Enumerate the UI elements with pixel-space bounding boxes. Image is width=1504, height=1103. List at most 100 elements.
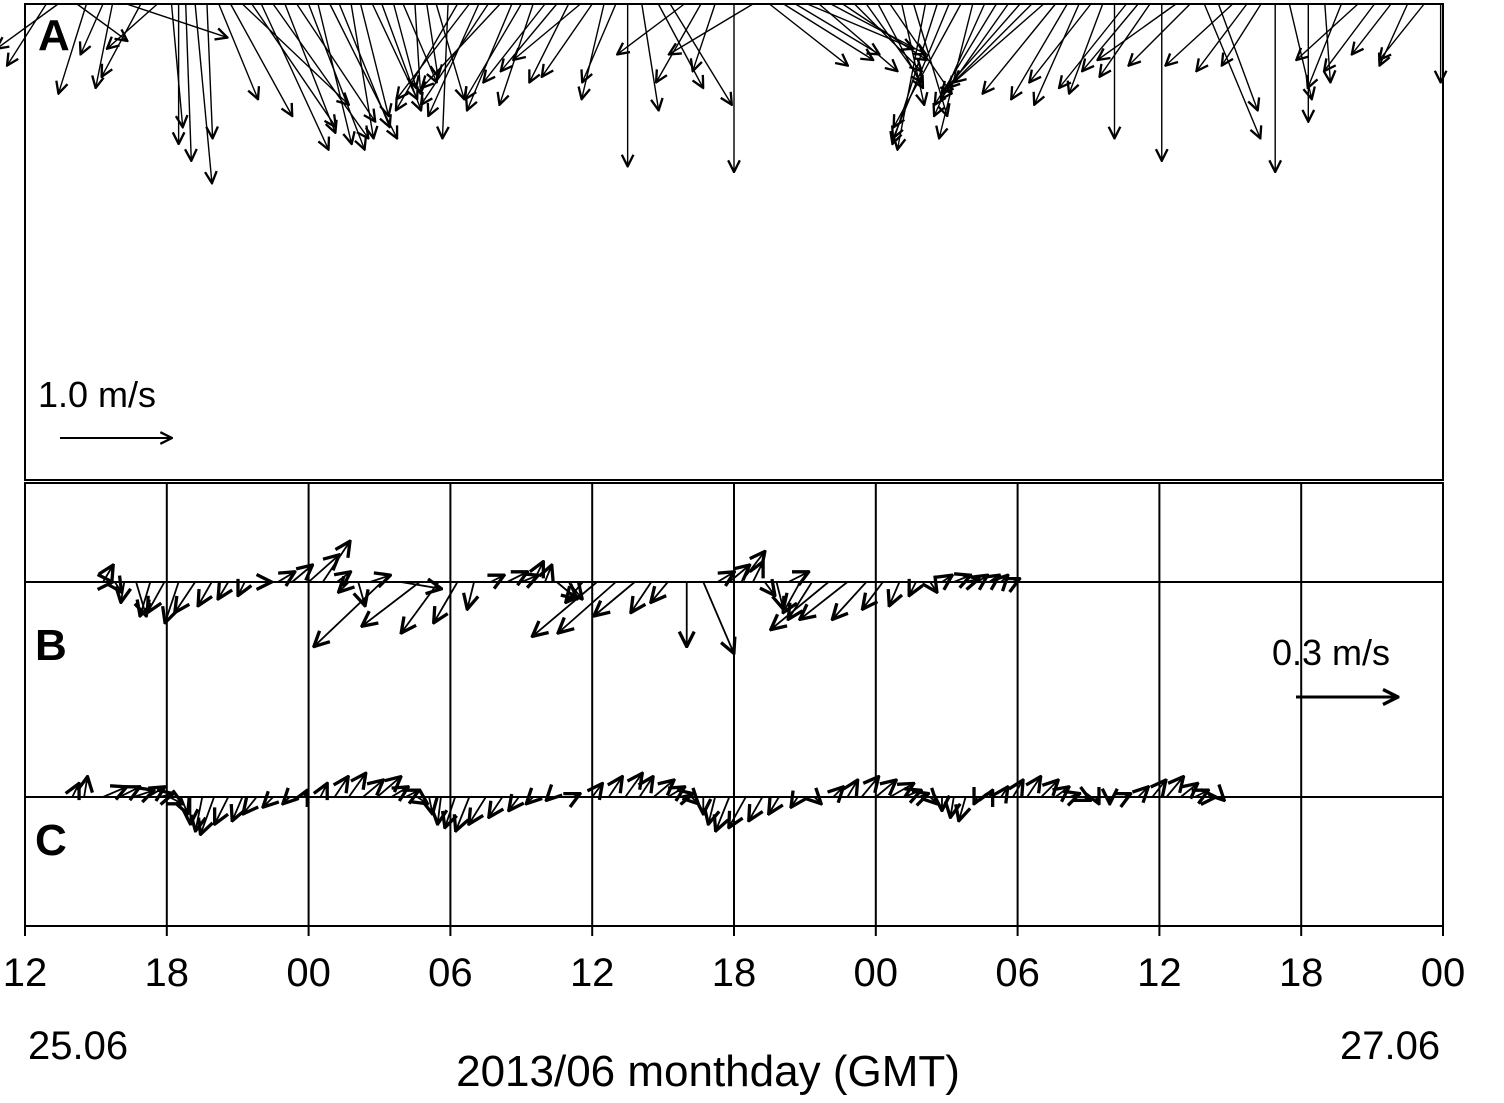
panel-c-vector	[592, 783, 602, 797]
panel-a-vector	[795, 3, 879, 54]
panel-a-vector	[669, 3, 732, 105]
panel-a-vector	[1196, 3, 1248, 71]
panel-b-vector	[942, 575, 952, 582]
panel-a-vector	[329, 3, 397, 138]
panel-c-vector	[335, 777, 349, 798]
panel-c-vector	[691, 797, 698, 804]
panel-c-vector	[526, 797, 533, 804]
x-tick-label: 06	[995, 951, 1040, 995]
panel-a-vector	[1069, 3, 1104, 94]
panel-b-vector	[277, 572, 295, 582]
panel-a-vector	[1308, 3, 1343, 88]
panel-a-vector	[617, 3, 685, 54]
panel-a-vector	[1059, 3, 1127, 88]
panel-a-vector	[1034, 3, 1080, 105]
panel-c-vector	[1152, 780, 1166, 798]
panel-b-vector	[308, 555, 340, 583]
panel-a-vector	[954, 3, 1045, 82]
panel-c-vector	[716, 796, 731, 831]
panel-a-vector	[96, 3, 114, 88]
panel-a-vector	[465, 3, 522, 99]
panel-a-vector	[1082, 3, 1139, 71]
panel-a-vector	[769, 3, 847, 66]
panel-a-vector	[194, 3, 212, 183]
panel-c-vector	[200, 796, 215, 834]
panel-b-vector	[238, 582, 245, 596]
panel-c-vector	[1013, 780, 1023, 798]
panel-b-vector	[566, 581, 584, 602]
panel-a-vector	[307, 3, 365, 150]
panel-a-vector	[402, 3, 437, 82]
panel-c-vector	[708, 796, 715, 824]
panel-b-vector	[702, 581, 734, 653]
panel-a-vector	[513, 3, 581, 60]
panel-b-vector	[337, 572, 351, 582]
panel-b-vector	[545, 565, 552, 583]
panel-c-vector	[1040, 780, 1058, 798]
panel-a-vector	[542, 3, 593, 77]
panel-b-vector	[358, 581, 365, 606]
panel-c-vector	[181, 796, 188, 814]
panel-b-vector	[777, 581, 784, 609]
panel-a-vector	[218, 3, 258, 99]
panel-a-vector	[1165, 3, 1234, 66]
panel-c-vector	[1180, 783, 1198, 797]
panel-c-vector	[417, 797, 427, 804]
panel-a-vector	[81, 3, 104, 54]
panel-b-vector	[291, 565, 312, 583]
panel-a-vector	[170, 3, 183, 127]
panel-a-vector	[983, 3, 1056, 94]
panel-b-vector	[765, 582, 775, 596]
panel-a-vector	[948, 3, 1033, 88]
panel-a-vector	[126, 3, 228, 38]
panel-a-vector	[783, 3, 874, 60]
panel-b-vector	[147, 581, 166, 613]
panel-a-vector	[854, 3, 922, 71]
panel-c-vector	[573, 794, 580, 797]
panel-b-vector	[930, 582, 937, 592]
panel-a-vector	[393, 3, 416, 88]
panel-b-vector	[467, 581, 474, 609]
panel-c-vector	[348, 773, 366, 798]
panel-c-vector	[959, 796, 966, 821]
x-tick-label: 00	[854, 951, 899, 995]
panel-c-vector	[119, 787, 140, 797]
panel-b-vector	[753, 562, 763, 583]
panel-b-vector	[1001, 575, 1008, 582]
panel-b-vector	[198, 581, 212, 606]
panel-c-vector	[989, 790, 992, 797]
panel-b-vector	[322, 541, 350, 583]
panel-c-vector	[833, 787, 843, 797]
panel-c-vector	[1221, 797, 1224, 800]
panel-c-vector	[653, 780, 674, 798]
panel-b-vector	[989, 575, 999, 582]
date-label-start: 25.06	[28, 1024, 128, 1068]
panel-a-vector	[1029, 3, 1092, 82]
date-label-end: 27.06	[1340, 1024, 1440, 1068]
panel-a-vector	[669, 3, 754, 54]
panel-a-vector	[1203, 3, 1260, 138]
panel-a-vector	[7, 3, 47, 66]
panel-b-vector	[909, 582, 916, 596]
panel-c-vector	[283, 797, 290, 804]
panel-b-vector	[728, 565, 749, 583]
panel-c-vector	[509, 797, 519, 811]
panel-c-vector	[362, 780, 383, 798]
panel-b-vector	[594, 581, 636, 616]
panel-a-vector	[359, 3, 389, 116]
panel-a-vector	[107, 3, 158, 49]
panel-a-vector	[1098, 3, 1177, 60]
x-axis: 12 18 00 06 12 18 00 06 12 18 00	[3, 926, 1465, 995]
panel-b-vector	[788, 581, 813, 619]
panel-b-vector	[556, 581, 577, 599]
panel-b-vector	[832, 581, 868, 619]
panel-c-vector	[889, 783, 914, 797]
panel-a-vector	[284, 3, 335, 133]
panel-a-vector	[889, 3, 952, 94]
panel-a-vector	[1129, 3, 1191, 66]
panel-a-vector	[935, 3, 997, 105]
panel-a-vector	[186, 3, 192, 161]
x-tick-label: 00	[286, 951, 331, 995]
